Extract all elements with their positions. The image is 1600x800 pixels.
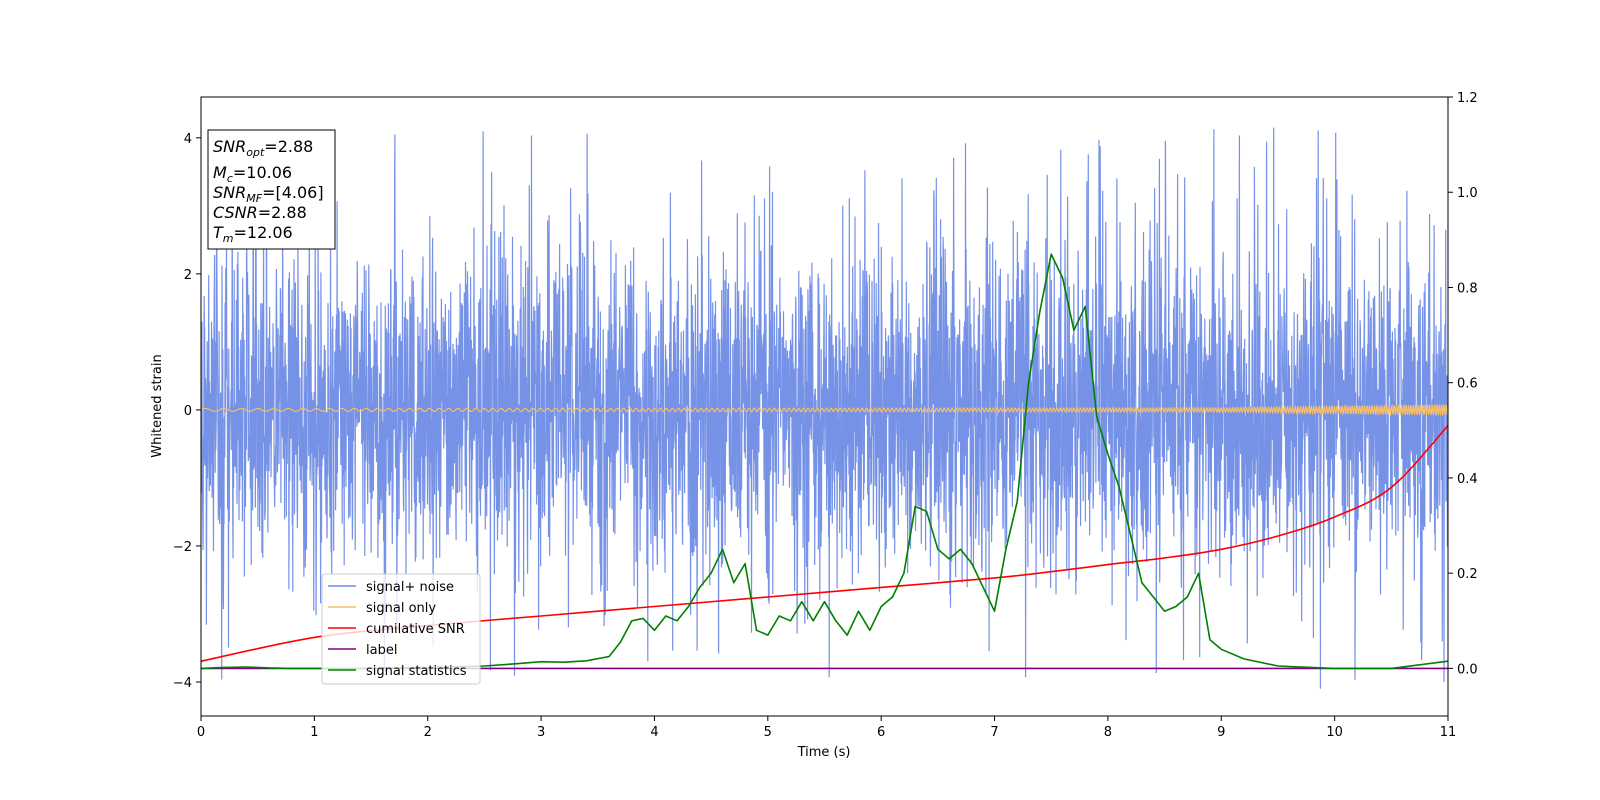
x-tick-label: 9 <box>1217 725 1225 740</box>
x-tick-label: 3 <box>537 725 545 740</box>
x-tick-label: 6 <box>877 725 885 740</box>
legend-item-cumulative-snr: cumilative SNR <box>328 622 465 637</box>
y2-tick-label: 0.8 <box>1457 281 1478 296</box>
x-axis: 0 1 2 3 4 5 6 7 8 9 10 11 <box>197 716 1456 740</box>
y-tick-label: −2 <box>173 540 192 555</box>
x-tick-label: 0 <box>197 725 205 740</box>
x-tick-label: 11 <box>1440 725 1457 740</box>
legend-frame <box>321 573 481 685</box>
legend: signal+ noise signal only cumilative SNR… <box>321 573 481 685</box>
y2-tick-label: 1.2 <box>1457 91 1478 106</box>
annotation-csnr: CSNR=2.88 <box>213 203 307 222</box>
legend-item-signal-only: signal only <box>328 601 436 616</box>
legend-item-label: label <box>328 643 397 658</box>
annotation-tm: Tm=12.06 <box>213 223 293 245</box>
x-tick-label: 2 <box>424 725 432 740</box>
x-tick-label: 5 <box>764 725 772 740</box>
x-tick-label: 10 <box>1326 725 1343 740</box>
y2-tick-label: 0.2 <box>1457 567 1478 582</box>
annotation-box: SNRopt=2.88 Mc=10.06 SNRMF=[4.06] CSNR=2… <box>207 129 336 250</box>
x-tick-label: 7 <box>990 725 998 740</box>
x-tick-label: 8 <box>1104 725 1112 740</box>
annotation-frame <box>207 129 336 250</box>
y-tick-label: 2 <box>184 268 192 283</box>
signal-only-series <box>201 403 1448 417</box>
legend-item-signal-noise: signal+ noise <box>328 580 454 595</box>
y-tick-label: 4 <box>184 132 192 147</box>
annotation-mc: Mc=10.06 <box>213 163 292 185</box>
x-axis-label: Time (s) <box>797 745 851 760</box>
x-tick-label: 1 <box>310 725 318 740</box>
legend-label: label <box>366 643 397 658</box>
legend-item-signal-statistics: signal statistics <box>328 664 467 679</box>
y-tick-label: −4 <box>173 676 192 691</box>
y2-tick-label: 1.0 <box>1457 186 1478 201</box>
y2-tick-label: 0.6 <box>1457 377 1478 392</box>
legend-label: signal statistics <box>366 664 467 679</box>
y2-tick-label: 0.4 <box>1457 472 1478 487</box>
annotation-snr-opt: SNRopt=2.88 <box>213 137 313 159</box>
signal-only-line <box>201 403 1448 417</box>
legend-label: cumilative SNR <box>366 622 465 637</box>
y2-tick-label: 0.0 <box>1457 662 1478 677</box>
y-axis: −4 −2 0 2 4 <box>173 132 201 691</box>
plot-frame <box>200 96 1449 717</box>
legend-label: signal+ noise <box>366 580 454 595</box>
y-axis-label: Whitened strain <box>150 354 165 457</box>
signal-statistics-line <box>201 253 1448 670</box>
y-tick-label: 0 <box>184 404 192 419</box>
y2-axis: 0.0 0.2 0.4 0.6 0.8 1.0 1.2 <box>1448 91 1478 677</box>
annotation-snr-mf: SNRMF=[4.06] <box>213 183 324 205</box>
legend-label: signal only <box>366 601 436 616</box>
x-tick-label: 4 <box>650 725 658 740</box>
